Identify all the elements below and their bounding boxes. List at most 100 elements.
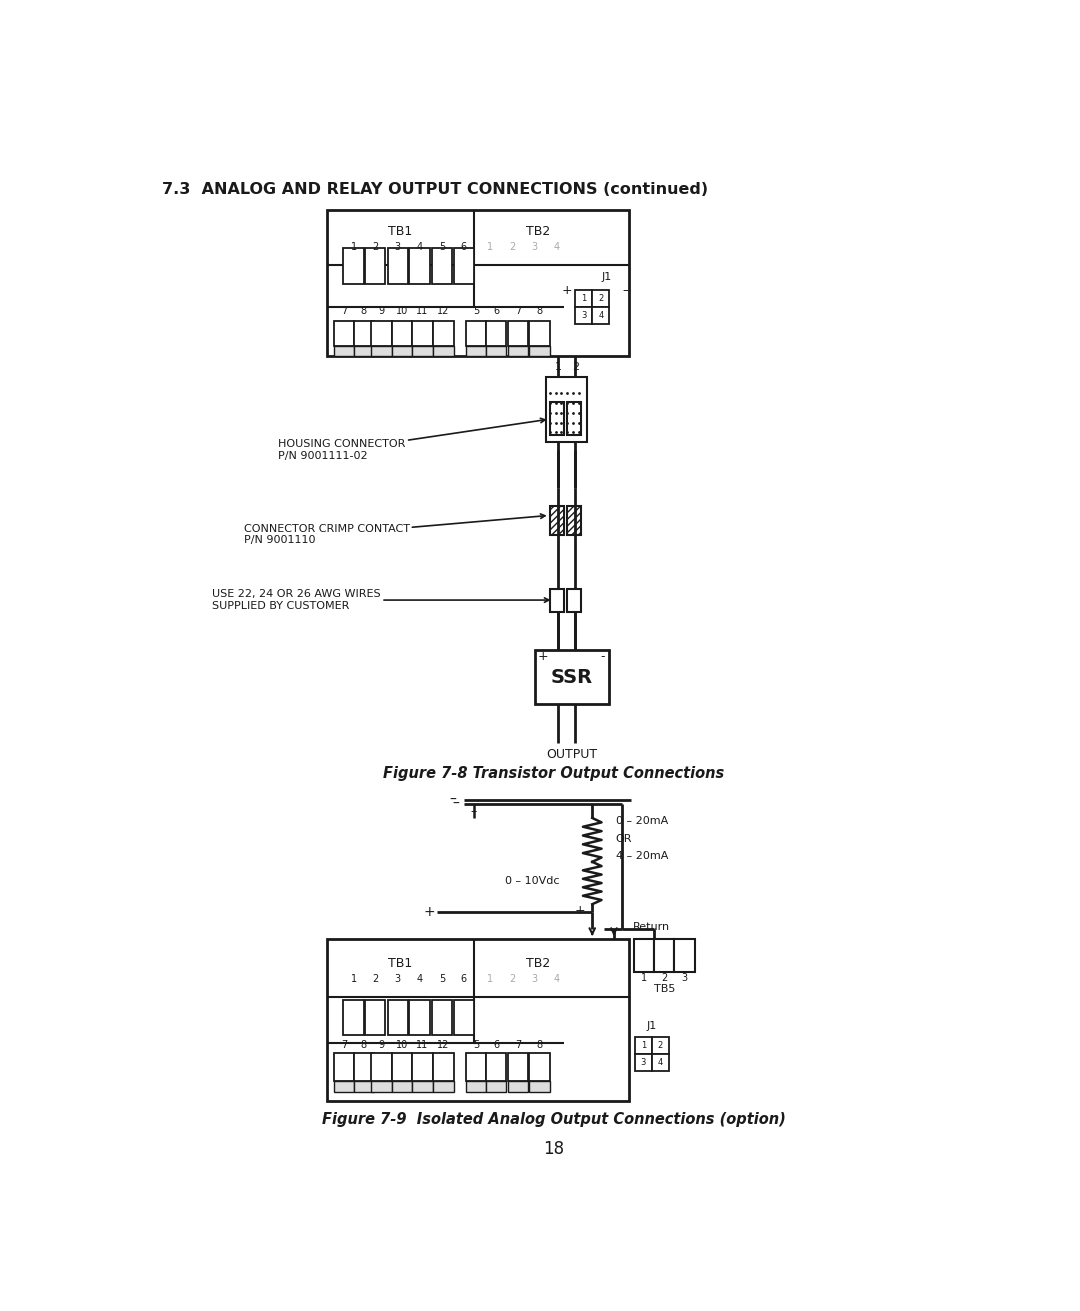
Text: 7: 7 <box>515 307 521 316</box>
Bar <box>652 1054 669 1071</box>
Text: 3: 3 <box>394 241 401 252</box>
Text: 6: 6 <box>460 241 467 252</box>
Text: 7: 7 <box>341 307 348 316</box>
Bar <box>550 506 564 535</box>
Text: 8: 8 <box>537 1040 542 1050</box>
Bar <box>508 1053 528 1082</box>
Text: 4: 4 <box>554 241 559 252</box>
Text: Figure 7-8 Transistor Output Connections: Figure 7-8 Transistor Output Connections <box>383 766 724 781</box>
Bar <box>508 321 528 346</box>
Text: -: - <box>600 650 606 663</box>
Text: 2: 2 <box>571 362 579 372</box>
Bar <box>392 321 411 346</box>
Text: 5: 5 <box>473 1040 480 1050</box>
Text: 1: 1 <box>642 973 647 983</box>
Bar <box>388 1000 408 1036</box>
Bar <box>454 248 474 284</box>
Bar <box>529 346 550 357</box>
Bar <box>334 346 354 357</box>
Text: 3: 3 <box>531 974 537 985</box>
Text: 2: 2 <box>658 1041 663 1050</box>
Bar <box>413 321 433 346</box>
Text: 7.3  ANALOG AND RELAY OUTPUT CONNECTIONS (continued): 7.3 ANALOG AND RELAY OUTPUT CONNECTIONS … <box>162 182 708 197</box>
Text: 0 – 20mA: 0 – 20mA <box>616 815 667 826</box>
Text: 5: 5 <box>438 974 445 985</box>
Bar <box>353 1053 374 1082</box>
Bar <box>635 1054 652 1071</box>
Text: +: + <box>538 650 548 663</box>
Text: 3: 3 <box>531 241 537 252</box>
Bar <box>508 346 528 357</box>
Bar <box>545 376 586 442</box>
Text: 5: 5 <box>473 307 480 316</box>
Bar <box>567 506 581 535</box>
Bar <box>334 321 354 346</box>
Text: 4: 4 <box>554 974 559 985</box>
Bar <box>365 1000 386 1036</box>
Bar <box>529 1082 550 1092</box>
Text: 4: 4 <box>417 241 422 252</box>
Text: 18: 18 <box>543 1141 564 1158</box>
Text: 6: 6 <box>494 307 499 316</box>
Text: Return: Return <box>633 923 671 932</box>
Bar <box>353 321 374 346</box>
Bar <box>327 939 629 1100</box>
Bar <box>576 290 592 307</box>
Bar <box>432 1000 451 1036</box>
Bar <box>465 321 486 346</box>
Bar <box>465 346 486 357</box>
Bar <box>576 307 592 324</box>
Text: 2: 2 <box>510 241 515 252</box>
Bar <box>433 321 454 346</box>
Bar <box>486 1082 507 1092</box>
Text: 1: 1 <box>487 241 492 252</box>
Text: +: + <box>562 284 572 298</box>
Bar <box>567 589 581 612</box>
Text: 1: 1 <box>555 362 562 372</box>
Text: 2: 2 <box>598 294 604 303</box>
Text: +: + <box>423 905 435 919</box>
Bar <box>433 1053 454 1082</box>
Bar <box>433 346 454 357</box>
Text: 10: 10 <box>395 1040 408 1050</box>
Text: SSR: SSR <box>551 667 593 687</box>
Bar <box>413 1082 433 1092</box>
Text: –: – <box>453 797 459 812</box>
Text: J1: J1 <box>647 1021 657 1030</box>
Text: 3: 3 <box>681 973 688 983</box>
Bar <box>372 346 392 357</box>
Text: 8: 8 <box>537 307 542 316</box>
Bar <box>486 346 507 357</box>
Text: 9: 9 <box>378 1040 384 1050</box>
Text: 3: 3 <box>640 1058 646 1067</box>
Bar <box>634 939 654 971</box>
Text: 3: 3 <box>394 974 401 985</box>
Bar <box>409 248 430 284</box>
Bar <box>486 321 507 346</box>
Text: OUTPUT: OUTPUT <box>546 747 597 760</box>
Bar <box>372 1082 392 1092</box>
Bar <box>550 589 564 612</box>
Bar <box>550 402 564 434</box>
Text: 8: 8 <box>361 307 367 316</box>
Text: 8: 8 <box>361 1040 367 1050</box>
Bar <box>567 402 581 434</box>
Text: 4 – 20mA: 4 – 20mA <box>616 851 667 861</box>
Bar <box>674 939 694 971</box>
Bar <box>592 290 609 307</box>
Text: 12: 12 <box>437 1040 449 1050</box>
Text: 1: 1 <box>487 974 492 985</box>
Text: 1: 1 <box>640 1041 646 1050</box>
Text: –: – <box>471 805 476 818</box>
Text: 12: 12 <box>437 307 449 316</box>
Bar <box>413 346 433 357</box>
Bar <box>454 1000 474 1036</box>
Text: 4: 4 <box>658 1058 663 1067</box>
Bar <box>654 939 674 971</box>
Bar <box>372 321 392 346</box>
Text: 1: 1 <box>351 974 356 985</box>
Text: 5: 5 <box>438 241 445 252</box>
Bar <box>388 248 408 284</box>
Bar <box>372 1053 392 1082</box>
Bar <box>353 1082 374 1092</box>
